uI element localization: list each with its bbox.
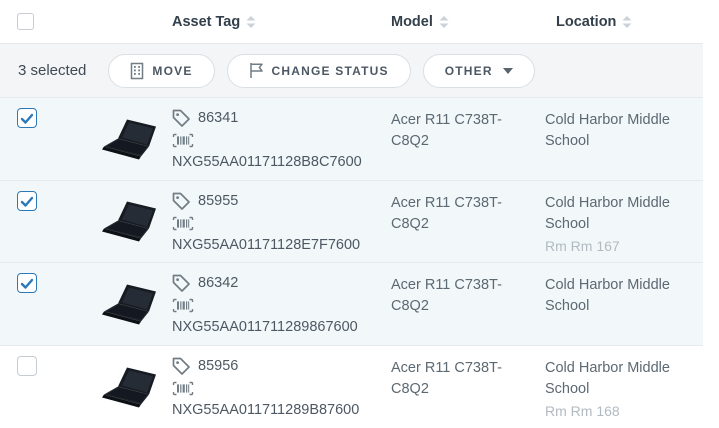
model-value: Acer R11 C738T-C8Q2 — [391, 112, 502, 149]
barcode-icon — [172, 133, 194, 147]
table-row: 86342 NXG55AA011711289867600 Acer R11 C7… — [0, 262, 703, 345]
asset-table: Asset Tag Model Location 3 selected MOVE… — [0, 0, 703, 428]
selected-count: 3 selected — [18, 62, 87, 79]
location-value: Cold Harbor Middle School — [545, 112, 670, 149]
sort-arrows-icon — [622, 15, 632, 28]
column-header-model[interactable]: Model — [391, 14, 545, 30]
laptop-photo — [101, 284, 156, 324]
building-icon — [131, 62, 144, 79]
change-status-button[interactable]: CHANGE STATUS — [226, 53, 411, 88]
room-label: Rm Rm 168 — [545, 403, 620, 419]
row-checkbox[interactable] — [17, 191, 37, 211]
column-label: Location — [556, 13, 617, 30]
caret-down-icon — [502, 67, 513, 74]
tag-icon — [172, 192, 190, 210]
serial-number: NXG55AA01171128B8C7600 — [172, 154, 362, 170]
barcode-icon — [172, 216, 194, 230]
sort-arrows-icon — [439, 15, 449, 28]
change-status-button-label: CHANGE STATUS — [271, 63, 389, 78]
row-checkbox[interactable] — [17, 108, 37, 128]
asset-tag-value: 86342 — [198, 275, 239, 291]
sort-arrows-icon — [246, 15, 256, 28]
column-label: Asset Tag — [172, 13, 241, 30]
row-checkbox[interactable] — [17, 273, 37, 293]
location-value: Cold Harbor Middle School — [545, 277, 670, 314]
other-button-label: OTHER — [444, 63, 493, 78]
barcode-icon — [172, 298, 194, 312]
asset-tag-value: 85956 — [198, 358, 239, 374]
laptop-photo — [101, 367, 156, 407]
laptop-photo — [101, 201, 156, 242]
column-header-location[interactable]: Location — [545, 14, 703, 30]
location-value: Cold Harbor Middle School — [545, 195, 670, 232]
room-label: Rm Rm 167 — [545, 238, 620, 254]
table-row: 85956 NXG55AA011711289B87600 Acer R11 C7… — [0, 345, 703, 428]
select-all-checkbox[interactable] — [17, 13, 34, 30]
column-header-asset-tag[interactable]: Asset Tag — [172, 14, 391, 30]
table-row: 85955 NXG55AA01171128E7F7600 Acer R11 C7… — [0, 180, 703, 262]
asset-tag-value: 85955 — [198, 193, 239, 209]
barcode-icon — [172, 381, 194, 395]
move-button-label: MOVE — [152, 63, 193, 78]
other-dropdown-button[interactable]: OTHER — [422, 53, 535, 88]
column-label: Model — [391, 13, 433, 30]
row-checkbox[interactable] — [17, 356, 37, 376]
move-button[interactable]: MOVE — [108, 53, 215, 88]
tag-icon — [172, 274, 190, 292]
laptop-photo — [101, 119, 156, 159]
table-header: Asset Tag Model Location — [0, 0, 703, 44]
asset-tag-value: 86341 — [198, 110, 239, 126]
tag-icon — [172, 357, 190, 375]
serial-number: NXG55AA011711289867600 — [172, 319, 358, 335]
serial-number: NXG55AA011711289B87600 — [172, 402, 360, 418]
bulk-action-bar: 3 selected MOVE CHANGE STATUS OTHER — [0, 44, 703, 97]
serial-number: NXG55AA01171128E7F7600 — [172, 237, 361, 253]
model-value: Acer R11 C738T-C8Q2 — [391, 195, 502, 232]
table-row: 86341 NXG55AA01171128B8C7600 Acer R11 C7… — [0, 97, 703, 180]
model-value: Acer R11 C738T-C8Q2 — [391, 277, 502, 314]
flag-icon — [249, 62, 263, 79]
location-value: Cold Harbor Middle School — [545, 360, 670, 397]
model-value: Acer R11 C738T-C8Q2 — [391, 360, 502, 397]
tag-icon — [172, 109, 190, 127]
